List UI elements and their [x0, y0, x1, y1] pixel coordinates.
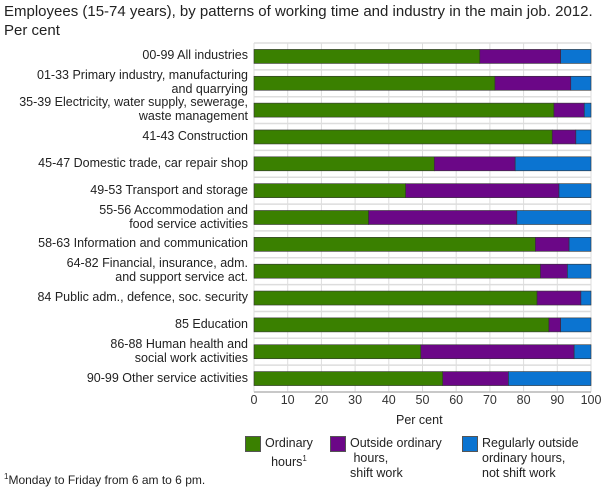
x-axis-label: Per cent: [396, 413, 443, 427]
x-tick-label: 70: [482, 393, 497, 407]
x-tick-label: 10: [280, 393, 295, 407]
category-label: 58-63 Information and communication: [38, 236, 248, 251]
footnote-text: Monday to Friday from 6 am to 6 pm.: [8, 473, 206, 487]
bar-segment-not-shift: [560, 317, 592, 333]
bar-segment-ordinary: [253, 75, 496, 91]
bar-segment-ordinary: [253, 344, 422, 360]
bar-segment-ordinary: [253, 102, 555, 118]
legend-label: Ordinary hours1: [265, 436, 313, 470]
x-tick-label: 30: [348, 393, 363, 407]
bar-segment-not-shift: [570, 75, 592, 91]
category-label: 49-53 Transport and storage: [90, 182, 248, 197]
legend-label: Regularly outside ordinary hours, not sh…: [482, 436, 579, 480]
x-tick-label: 40: [381, 393, 396, 407]
footnote: 1Monday to Friday from 6 am to 6 pm.: [4, 472, 205, 487]
bar-segment-ordinary: [253, 49, 481, 64]
bar-segment-ordinary: [253, 237, 536, 252]
category-label: 55-56 Accommodation and food service acti…: [99, 202, 248, 231]
bar-segment-shift: [553, 102, 585, 118]
category-label: 45-47 Domestic trade, car repair shop: [38, 155, 248, 170]
x-tick-label: 90: [550, 393, 565, 407]
category-label: 90-99 Other service activities: [86, 370, 248, 385]
bar-segment-ordinary: [253, 210, 369, 225]
category-label: 01-33 Primary industry, manufacturing and…: [37, 68, 248, 97]
legend-swatch: [462, 436, 478, 452]
bar-segment-ordinary: [253, 290, 538, 306]
bar-segment-shift: [442, 371, 509, 386]
bar-segment-not-shift: [583, 102, 592, 118]
category-label: 64-82 Financial, insurance, adm. and supp…: [66, 256, 248, 285]
category-label: 86-88 Human health and social work activi…: [110, 336, 248, 365]
bar-segment-not-shift: [573, 344, 592, 360]
bar-segment-ordinary: [253, 371, 444, 386]
bar-segment-ordinary: [253, 263, 541, 279]
bar-segment-not-shift: [516, 210, 592, 225]
footnote-mark: 1: [4, 472, 9, 481]
bar-segment-shift: [433, 156, 516, 172]
bar-segment-not-shift: [558, 183, 592, 198]
legend-swatch: [330, 436, 346, 452]
chart-title: Employees (15-74 years), by patterns of …: [4, 3, 593, 39]
bar-segment-not-shift: [580, 290, 592, 306]
bar-segment-shift: [551, 129, 577, 145]
legend-swatch: [245, 436, 261, 452]
bar-segment-shift: [494, 75, 572, 91]
category-label: 41-43 Construction: [142, 128, 248, 143]
bar-segment-shift: [405, 183, 560, 198]
x-tick-label: 100: [580, 393, 602, 407]
category-label: 84 Public adm., defence, soc. security: [37, 290, 248, 305]
bar-segment-shift: [548, 317, 561, 333]
bar-segment-shift: [540, 263, 568, 279]
bar-segment-ordinary: [253, 156, 435, 172]
legend-label: Outside ordinary hours, shift work: [350, 436, 442, 480]
x-tick-label: 50: [415, 393, 430, 407]
x-tick-label: 20: [314, 393, 329, 407]
bar-segment-shift: [479, 49, 561, 64]
bar-segment-not-shift: [567, 263, 592, 279]
bar-segment-shift: [535, 237, 570, 252]
bar-segment-shift: [536, 290, 582, 306]
x-tick-label: 80: [516, 393, 531, 407]
x-tick-label: 60: [449, 393, 464, 407]
category-label: 85 Education: [175, 316, 248, 331]
category-label: 00-99 All industries: [142, 48, 248, 63]
category-label: 35-39 Electricity, water supply, sewerag…: [19, 95, 248, 124]
bar-segment-not-shift: [575, 129, 592, 145]
bar-segment-not-shift: [514, 156, 592, 172]
bar-segment-shift: [368, 210, 518, 225]
bar-segment-ordinary: [253, 129, 553, 145]
bar-segment-ordinary: [253, 317, 550, 333]
bar-segment-shift: [420, 344, 575, 360]
bar-segment-not-shift: [508, 371, 592, 386]
bar-segment-not-shift: [568, 237, 592, 252]
bar-segment-not-shift: [560, 49, 592, 64]
x-tick-label: 0: [250, 393, 258, 407]
bar-segment-ordinary: [253, 183, 406, 198]
